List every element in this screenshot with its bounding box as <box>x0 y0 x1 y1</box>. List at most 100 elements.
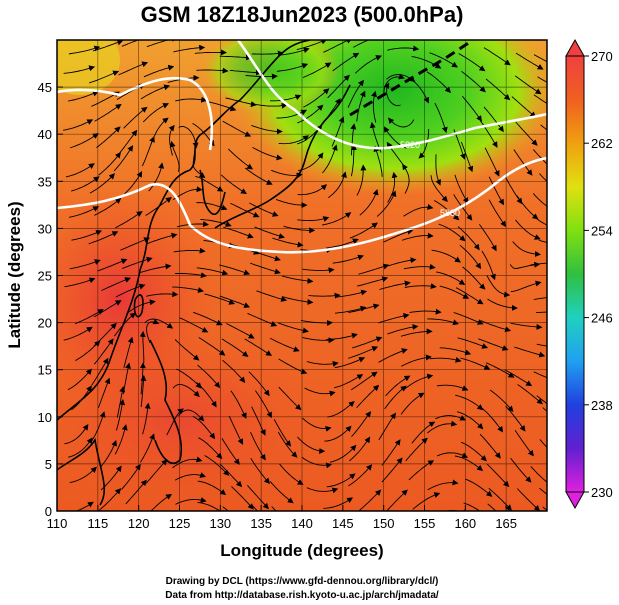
streamline <box>456 411 484 430</box>
y-tick-label: 30 <box>38 221 52 236</box>
streamline <box>143 64 175 78</box>
streamline <box>488 199 507 228</box>
streamline <box>248 371 270 397</box>
streamline <box>244 338 273 356</box>
streamline <box>439 285 470 299</box>
streamline <box>250 432 266 461</box>
streamline <box>74 308 104 325</box>
streamline <box>200 219 232 227</box>
streamline <box>463 502 481 511</box>
streamline <box>204 293 236 305</box>
streamline <box>278 386 302 411</box>
streamline <box>197 501 227 511</box>
streamline <box>533 54 547 63</box>
streamline <box>511 96 537 118</box>
coastline-asia <box>57 40 311 421</box>
streamline <box>94 103 122 122</box>
streamline <box>219 463 243 488</box>
streamline <box>71 176 100 192</box>
streamline <box>323 497 354 509</box>
streamline <box>68 206 100 218</box>
streamline <box>221 338 249 358</box>
streamline <box>537 76 547 83</box>
streamline <box>323 40 353 53</box>
streamline <box>281 275 314 285</box>
streamline <box>486 463 510 488</box>
streamline <box>479 120 498 148</box>
y-tick-label: 20 <box>38 316 52 331</box>
streamline <box>302 267 335 274</box>
streamline <box>195 175 224 192</box>
streamline <box>273 419 292 447</box>
streamline <box>504 506 511 511</box>
cold-trough-west <box>200 40 340 115</box>
streamline <box>378 313 410 324</box>
streamline <box>433 200 460 221</box>
streamline <box>221 437 240 465</box>
x-tick-label: 135 <box>250 516 272 531</box>
streamline <box>251 50 284 57</box>
streamline <box>64 423 89 445</box>
contour-5880 <box>57 156 547 254</box>
streamline <box>348 303 380 314</box>
streamline <box>283 225 316 234</box>
streamline <box>378 412 396 441</box>
streamline <box>254 226 285 239</box>
streamline <box>196 202 228 211</box>
x-tick-label: 165 <box>495 516 517 531</box>
streamline <box>179 317 209 333</box>
streamline <box>275 198 308 209</box>
y-axis-label: Latitude (degrees) <box>5 201 24 348</box>
streamline <box>411 421 436 444</box>
streamline <box>350 371 378 391</box>
streamline <box>405 437 428 462</box>
height-contours <box>57 40 547 254</box>
streamline <box>412 492 441 510</box>
streamline <box>302 337 335 344</box>
colorbar-tick-label: 238 <box>591 398 613 413</box>
streamline <box>114 424 128 455</box>
warm-region-south <box>57 330 320 510</box>
streamline <box>530 466 547 483</box>
streamline <box>457 226 480 251</box>
streamline <box>220 174 247 195</box>
streamline <box>510 280 542 293</box>
streamline <box>99 439 117 468</box>
streamline <box>70 133 99 149</box>
y-tick-label: 5 <box>45 457 52 472</box>
streamline <box>94 197 122 216</box>
x-tick-label: 130 <box>209 516 231 531</box>
streamline <box>404 373 434 390</box>
streamline <box>229 69 262 76</box>
x-tick-label: 145 <box>332 516 354 531</box>
streamline <box>327 401 355 418</box>
streamline <box>349 436 371 462</box>
streamline <box>438 223 466 242</box>
streamline <box>504 369 533 387</box>
streamline <box>118 61 149 76</box>
streamline <box>278 135 310 145</box>
streamline <box>379 280 411 290</box>
streamline <box>350 144 357 177</box>
streamline <box>384 385 407 410</box>
streamline <box>255 390 272 419</box>
streamline <box>244 167 273 185</box>
streamline <box>327 74 350 99</box>
streamline <box>168 124 175 156</box>
streamline <box>308 292 341 299</box>
credit-data: Data from http://database.rish.kyoto-u.a… <box>165 590 439 601</box>
streamline <box>539 439 547 448</box>
streamline <box>436 271 466 286</box>
contour-label-5880: 5880 <box>440 208 460 218</box>
streamline <box>513 149 533 176</box>
streamline <box>465 478 493 497</box>
streamline <box>230 202 260 218</box>
streamline <box>349 222 378 239</box>
contour-label-5820: 5820 <box>400 140 420 150</box>
streamline <box>251 124 283 135</box>
streamline <box>387 45 420 52</box>
streamline <box>356 90 366 122</box>
streamline <box>358 263 390 275</box>
streamline <box>225 97 257 108</box>
